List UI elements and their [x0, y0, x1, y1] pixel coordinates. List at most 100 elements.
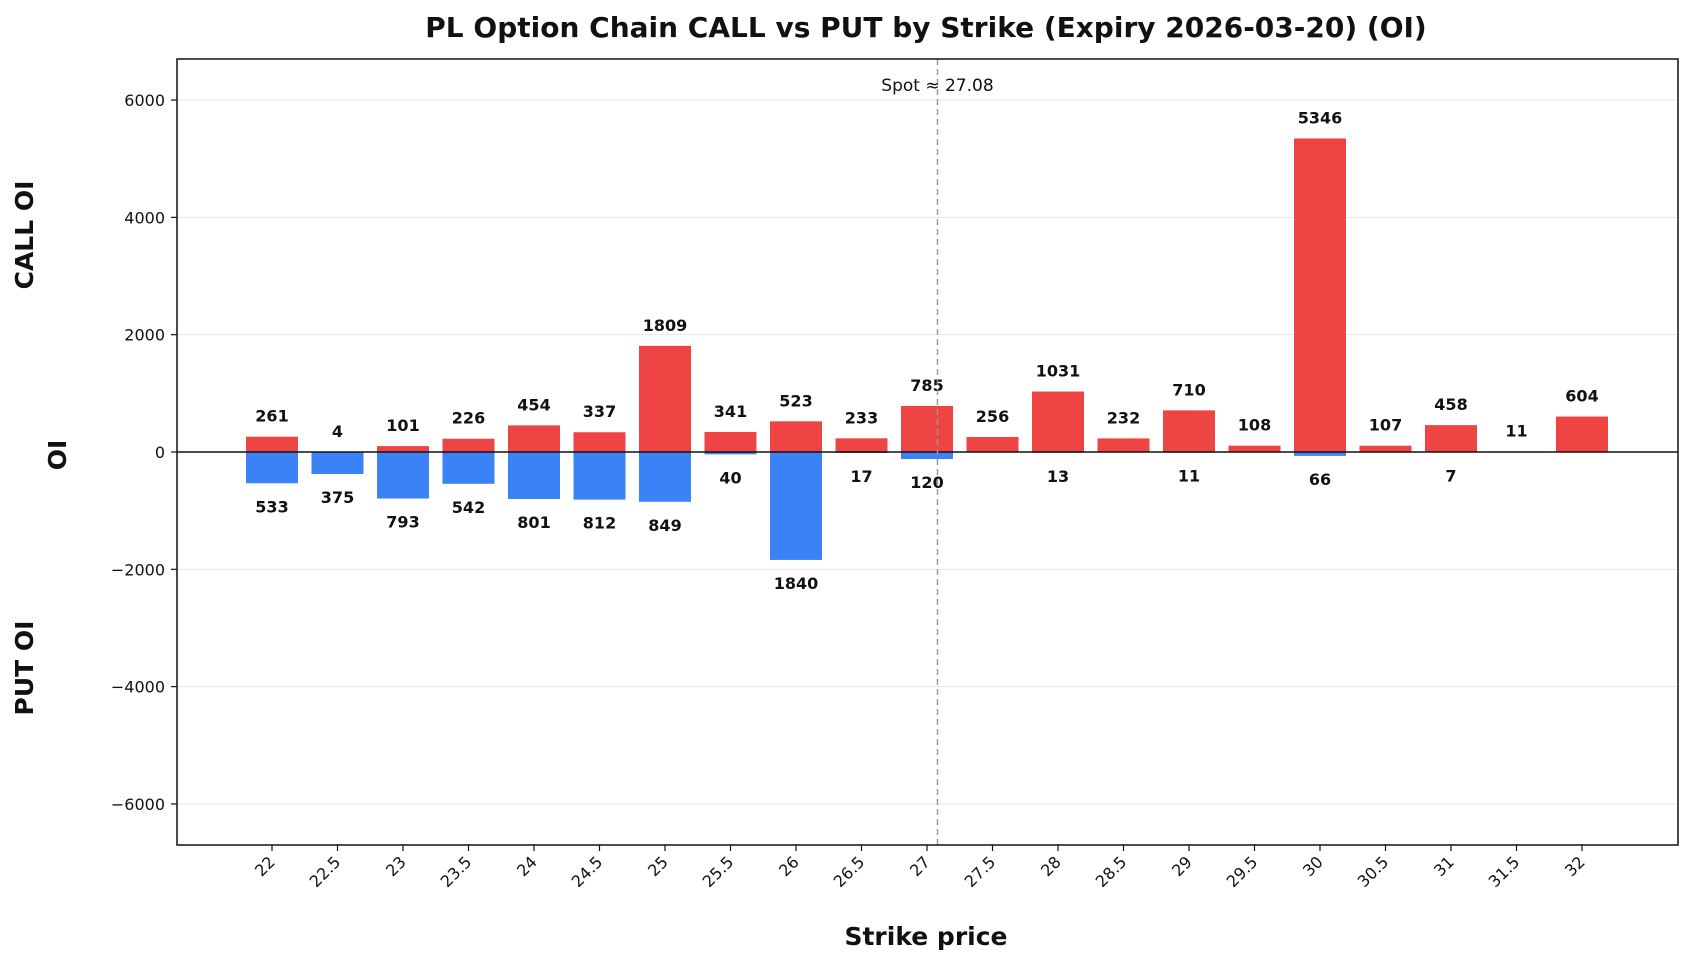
put-bar	[442, 452, 495, 484]
y-tick-label: −4000	[111, 678, 165, 697]
call-bar	[377, 446, 429, 452]
put-data-label: 40	[719, 468, 741, 487]
put-bar	[573, 452, 626, 500]
x-tick-label: 26.5	[830, 852, 869, 891]
put-data-label: 17	[850, 467, 872, 486]
put-data-label: 533	[255, 497, 288, 516]
x-tick-label: 31	[1430, 852, 1458, 880]
x-tick-label: 32	[1561, 852, 1589, 880]
put-data-label: 801	[517, 513, 550, 532]
spot-label: Spot ≈ 27.08	[881, 76, 993, 96]
call-bar	[1097, 438, 1150, 452]
call-data-label: 232	[1107, 408, 1140, 427]
call-bar	[639, 345, 691, 452]
call-data-label: 4	[332, 422, 343, 441]
call-data-label: 256	[976, 407, 1009, 426]
x-tick-label: 28.5	[1092, 852, 1131, 891]
call-bar	[1425, 425, 1477, 452]
put-bar	[901, 452, 953, 460]
y-tick-label: −6000	[111, 795, 165, 814]
call-data-label: 1031	[1036, 362, 1081, 381]
call-data-label: 785	[910, 376, 943, 395]
y-tick-label: 0	[155, 443, 165, 462]
put-data-label: 120	[910, 473, 943, 492]
call-bar	[901, 405, 953, 452]
call-data-label: 5346	[1298, 108, 1343, 127]
x-tick-label: 22.5	[306, 852, 345, 891]
call-data-label: 710	[1172, 380, 1205, 399]
call-data-label: 108	[1238, 416, 1271, 435]
put-data-label: 13	[1047, 467, 1069, 486]
call-bar	[1228, 445, 1281, 452]
call-bar	[1163, 410, 1215, 452]
call-oi-axis-label: CALL OI	[10, 181, 39, 290]
call-data-label: 341	[714, 402, 747, 421]
put-data-label: 66	[1309, 470, 1331, 489]
put-bar	[508, 452, 560, 499]
put-bar	[639, 452, 691, 502]
y-tick-label: 4000	[124, 208, 165, 227]
y-tick-label: −2000	[111, 560, 165, 579]
call-bar	[966, 436, 1019, 452]
call-data-label: 523	[779, 391, 812, 410]
call-bar	[442, 438, 495, 452]
x-axis-label: Strike price	[844, 922, 1007, 951]
plot-frame	[176, 58, 1679, 846]
put-data-label: 812	[583, 514, 616, 533]
x-tick-label: 27	[906, 852, 934, 880]
call-bar	[835, 438, 888, 452]
put-data-label: 849	[648, 516, 681, 535]
put-bar	[1294, 452, 1346, 456]
call-data-label: 11	[1505, 421, 1527, 440]
x-tick-label: 24.5	[568, 852, 607, 891]
data-labels: 261 533 4 375 101 793 226 542 454 801 337 812 1809 84…	[255, 108, 1598, 593]
x-tick-label: 22	[251, 852, 279, 880]
x-tick-label: 30.5	[1354, 852, 1393, 891]
x-tick-label: 25.5	[699, 852, 738, 891]
put-data-label: 1840	[774, 574, 819, 593]
put-bar	[704, 452, 757, 455]
put-bar	[770, 452, 822, 560]
y-tick-label: 6000	[124, 91, 165, 110]
put-oi-axis-label: PUT OI	[10, 621, 39, 716]
put-data-label: 542	[452, 498, 485, 517]
y-axis-label: OI	[43, 440, 72, 471]
x-tick-label: 24	[513, 852, 541, 880]
call-bar	[770, 421, 822, 452]
put-data-label: 11	[1178, 467, 1200, 486]
chart-title: PL Option Chain CALL vs PUT by Strike (E…	[425, 11, 1426, 44]
call-data-label: 1809	[643, 316, 688, 335]
x-tick-label: 31.5	[1485, 852, 1524, 891]
bars	[246, 138, 1608, 560]
call-bar	[246, 436, 298, 452]
put-bar	[311, 452, 364, 474]
x-tick-label: 23	[382, 852, 410, 880]
x-tick-label: 25	[644, 852, 672, 880]
x-tick-label: 29.5	[1223, 852, 1262, 891]
call-data-label: 604	[1565, 387, 1598, 406]
axes: 6000 4000 2000 0 −2000 −4000 −6000 22 22.5 23 23.5…	[111, 58, 1679, 891]
call-data-label: 233	[845, 408, 878, 427]
x-tick-label: 27.5	[961, 852, 1000, 891]
call-bar	[1032, 391, 1084, 452]
call-bar	[508, 425, 560, 452]
put-data-label: 7	[1445, 466, 1456, 485]
call-data-label: 261	[255, 407, 288, 426]
call-bar	[704, 431, 757, 452]
put-data-label: 375	[321, 488, 354, 507]
call-data-label: 101	[386, 416, 419, 435]
call-bar	[573, 432, 626, 452]
call-bar	[1294, 138, 1346, 452]
call-data-label: 458	[1434, 395, 1467, 414]
put-bar	[377, 452, 429, 499]
put-bar	[246, 452, 298, 484]
call-data-label: 107	[1369, 416, 1402, 435]
x-tick-label: 30	[1299, 852, 1327, 880]
call-data-label: 454	[517, 395, 550, 414]
call-bar	[1556, 416, 1608, 452]
x-tick-label: 29	[1168, 852, 1196, 880]
x-tick-label: 26	[775, 852, 803, 880]
x-tick-label: 23.5	[437, 852, 476, 891]
y-tick-label: 2000	[124, 326, 165, 345]
